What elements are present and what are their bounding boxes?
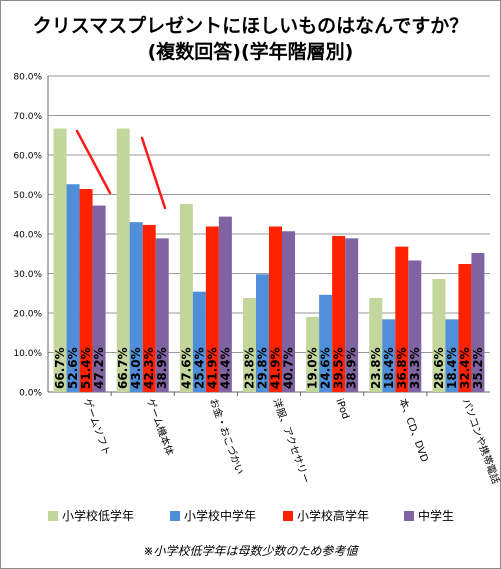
bar	[116, 128, 130, 392]
y-tick-label: 60.0%	[13, 152, 42, 162]
data-label: 32.4%	[458, 347, 472, 389]
category-label: お金・おこづかい	[207, 397, 247, 477]
data-label: 23.8%	[243, 347, 257, 389]
data-label: 24.6%	[319, 347, 333, 389]
bar	[155, 238, 169, 392]
bar	[471, 252, 485, 392]
data-label: 25.4%	[192, 347, 206, 389]
bar	[282, 231, 295, 392]
data-label: 18.4%	[445, 347, 459, 389]
bar	[179, 203, 193, 392]
bar	[66, 184, 80, 392]
data-label: 38.9%	[345, 347, 359, 389]
y-tick-label: 10.0%	[13, 349, 42, 359]
bar	[345, 238, 359, 392]
data-label: 33.3%	[408, 347, 422, 389]
legend-swatch	[283, 511, 293, 521]
data-label: 18.4%	[382, 347, 396, 389]
bar	[382, 319, 396, 392]
legend-label: 小学校低学年	[62, 508, 134, 523]
data-label: 29.8%	[256, 347, 270, 389]
legend-label: 中学生	[418, 508, 454, 523]
y-tick-label: 40.0%	[13, 231, 42, 241]
data-label: 66.7%	[53, 347, 67, 389]
legend-swatch	[48, 511, 58, 521]
chart-subtitle: (複数回答)(学年階層別)	[147, 41, 354, 63]
footnote: ※小学校低学年は母数少数のため参考値	[143, 544, 358, 558]
bar	[445, 319, 459, 392]
data-label: 19.0%	[306, 347, 320, 389]
bar	[408, 260, 422, 392]
data-label: 23.8%	[369, 347, 383, 389]
bar	[369, 297, 383, 392]
data-label: 36.8%	[395, 347, 409, 389]
data-label: 47.6%	[179, 347, 193, 389]
bar	[218, 216, 232, 392]
bar	[92, 205, 106, 392]
bar	[256, 274, 269, 392]
data-label: 35.2%	[471, 347, 485, 389]
bar	[205, 226, 219, 392]
legend-swatch	[170, 511, 180, 521]
data-label: 39.5%	[332, 347, 346, 389]
category-label: 本、CD、DVD	[396, 397, 431, 464]
annotation-line	[140, 136, 167, 210]
y-tick-label: 70.0%	[13, 112, 42, 122]
data-label: 66.7%	[116, 347, 130, 389]
y-tick-label: 50.0%	[13, 191, 42, 201]
bar	[269, 226, 282, 392]
bar	[332, 235, 346, 392]
data-label: 42.3%	[142, 347, 156, 389]
bar	[79, 188, 93, 392]
y-tick-label: 30.0%	[13, 270, 42, 280]
bar	[192, 291, 206, 392]
legend-label: 小学校高学年	[297, 508, 369, 523]
data-label: 40.7%	[282, 347, 296, 389]
annotation-line	[75, 129, 112, 195]
data-label: 28.6%	[432, 347, 446, 389]
bar	[129, 222, 143, 392]
category-label: 洋服、アクセサリー	[270, 397, 313, 486]
data-label: 44.4%	[218, 347, 232, 389]
data-label: 41.9%	[205, 347, 219, 389]
bar	[432, 279, 446, 392]
y-tick-label: 80.0%	[13, 73, 42, 83]
category-label: ゲーム機本体	[144, 397, 177, 458]
bar	[458, 264, 472, 392]
category-label: iPod	[333, 397, 350, 420]
y-tick-label: 0.0%	[19, 389, 42, 399]
bar	[243, 297, 256, 392]
legend-swatch	[404, 511, 414, 521]
legend-label: 小学校中学年	[184, 508, 256, 523]
bar	[395, 246, 409, 392]
data-label: 51.4%	[79, 347, 93, 389]
y-tick-label: 20.0%	[13, 310, 42, 320]
data-label: 38.9%	[155, 347, 169, 389]
bar	[142, 224, 156, 392]
data-label: 52.6%	[66, 347, 80, 389]
category-label: ゲームソフト	[81, 397, 113, 457]
data-label: 47.2%	[92, 347, 106, 389]
data-label: 43.0%	[129, 347, 143, 389]
bar	[306, 316, 320, 392]
chart-title: クリスマスプレゼントにほしいものはなんですか？	[32, 15, 469, 37]
category-label: パソコンや携帯電話	[460, 397, 501, 486]
bar	[53, 128, 67, 392]
bar	[319, 294, 333, 392]
data-label: 41.9%	[269, 347, 283, 389]
